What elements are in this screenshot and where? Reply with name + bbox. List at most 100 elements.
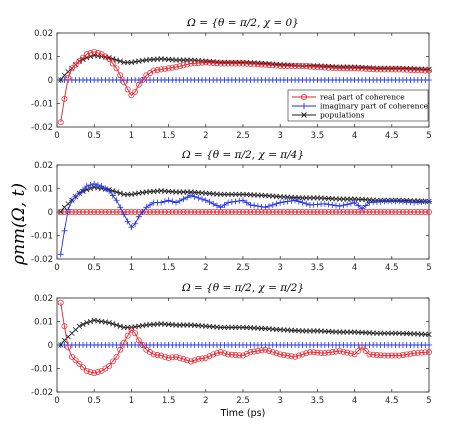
data-point bbox=[217, 60, 224, 67]
data-point bbox=[407, 350, 414, 357]
data-point bbox=[87, 181, 94, 188]
data-point bbox=[240, 352, 246, 359]
data-point bbox=[370, 351, 377, 358]
series-imaginary bbox=[57, 342, 432, 348]
y-tick-label: -0.01 bbox=[31, 100, 53, 110]
x-tick-label: 3 bbox=[277, 396, 282, 406]
data-point bbox=[154, 352, 161, 358]
data-point bbox=[232, 352, 239, 358]
x-tick-label: 0 bbox=[54, 396, 59, 406]
data-point bbox=[262, 346, 269, 353]
data-point bbox=[221, 60, 228, 67]
data-point bbox=[61, 323, 68, 330]
series-real bbox=[57, 209, 432, 215]
data-point bbox=[325, 64, 332, 71]
data-point bbox=[422, 349, 429, 356]
x-tick-label: 2 bbox=[203, 396, 208, 406]
data-point bbox=[87, 369, 94, 375]
data-point bbox=[225, 351, 232, 358]
x-tick-label: 2 bbox=[203, 131, 208, 141]
data-point bbox=[403, 351, 410, 358]
data-point bbox=[72, 357, 79, 364]
data-point bbox=[344, 65, 351, 72]
data-point bbox=[102, 209, 109, 215]
legend-item-imaginary: imaginary part of coherence bbox=[292, 102, 429, 111]
data-point bbox=[221, 201, 228, 208]
data-point bbox=[396, 66, 403, 73]
data-point bbox=[288, 62, 295, 69]
x-tick-label: 0 bbox=[54, 131, 59, 141]
data-point bbox=[243, 209, 250, 215]
data-point bbox=[68, 209, 75, 215]
data-point bbox=[333, 348, 339, 355]
data-point bbox=[333, 65, 339, 72]
data-point bbox=[344, 209, 351, 215]
data-point bbox=[355, 209, 362, 215]
data-point bbox=[284, 62, 291, 69]
data-point bbox=[169, 209, 176, 215]
data-point bbox=[83, 209, 90, 215]
data-point bbox=[58, 77, 64, 83]
x-tick-label: 5 bbox=[426, 131, 431, 141]
data-point bbox=[202, 197, 209, 204]
data-point bbox=[340, 348, 347, 355]
data-point bbox=[243, 350, 250, 357]
data-point bbox=[80, 364, 86, 371]
data-point bbox=[269, 209, 276, 215]
panel-1-plot-area bbox=[57, 48, 432, 126]
x-tick-label: 0 bbox=[54, 263, 59, 273]
data-point bbox=[113, 322, 120, 328]
panel-1-x-ticks: 0 0.5 1 1.5 2 2.5 3 3.5 4 4.5 5 bbox=[54, 33, 432, 141]
data-point bbox=[251, 348, 258, 355]
y-tick-label: 0.01 bbox=[34, 318, 53, 328]
data-point bbox=[236, 209, 243, 215]
data-point bbox=[292, 209, 299, 215]
data-point bbox=[91, 209, 98, 215]
data-point bbox=[61, 209, 68, 215]
data-point bbox=[225, 199, 232, 206]
data-point bbox=[254, 61, 261, 68]
data-point bbox=[221, 350, 228, 357]
data-point bbox=[180, 196, 187, 203]
data-point bbox=[336, 65, 343, 72]
data-point bbox=[426, 331, 432, 338]
series-line-real bbox=[60, 302, 430, 374]
series-imaginary bbox=[57, 77, 432, 83]
data-point bbox=[106, 54, 112, 61]
data-point bbox=[418, 67, 425, 74]
data-point bbox=[173, 64, 179, 71]
data-point bbox=[295, 198, 302, 205]
data-point bbox=[414, 349, 421, 356]
data-point bbox=[370, 66, 377, 73]
data-point bbox=[347, 65, 354, 72]
data-point bbox=[340, 209, 347, 215]
data-point bbox=[295, 62, 302, 69]
data-point bbox=[396, 352, 403, 359]
data-point bbox=[184, 194, 191, 201]
data-point bbox=[426, 77, 432, 83]
data-point bbox=[206, 199, 213, 206]
x-tick-label: 4 bbox=[352, 131, 357, 141]
data-point bbox=[135, 337, 142, 344]
data-point bbox=[165, 65, 172, 72]
data-point bbox=[76, 209, 83, 215]
x-tick-label: 3 bbox=[277, 131, 282, 141]
data-point bbox=[195, 356, 202, 363]
data-point bbox=[180, 209, 187, 215]
data-point bbox=[161, 65, 168, 72]
data-point bbox=[321, 350, 328, 357]
data-point bbox=[199, 59, 206, 66]
data-point bbox=[199, 355, 206, 362]
data-point bbox=[240, 60, 246, 67]
legend-populations-marker bbox=[301, 112, 307, 118]
data-point bbox=[362, 65, 369, 72]
data-point bbox=[318, 64, 325, 71]
x-tick-label: 4 bbox=[352, 396, 357, 406]
series-line-imaginary bbox=[60, 183, 430, 255]
data-point bbox=[366, 66, 373, 72]
data-point bbox=[411, 350, 418, 357]
data-point bbox=[284, 209, 291, 215]
data-point bbox=[83, 367, 90, 374]
data-point bbox=[228, 199, 235, 206]
data-point bbox=[318, 349, 325, 356]
